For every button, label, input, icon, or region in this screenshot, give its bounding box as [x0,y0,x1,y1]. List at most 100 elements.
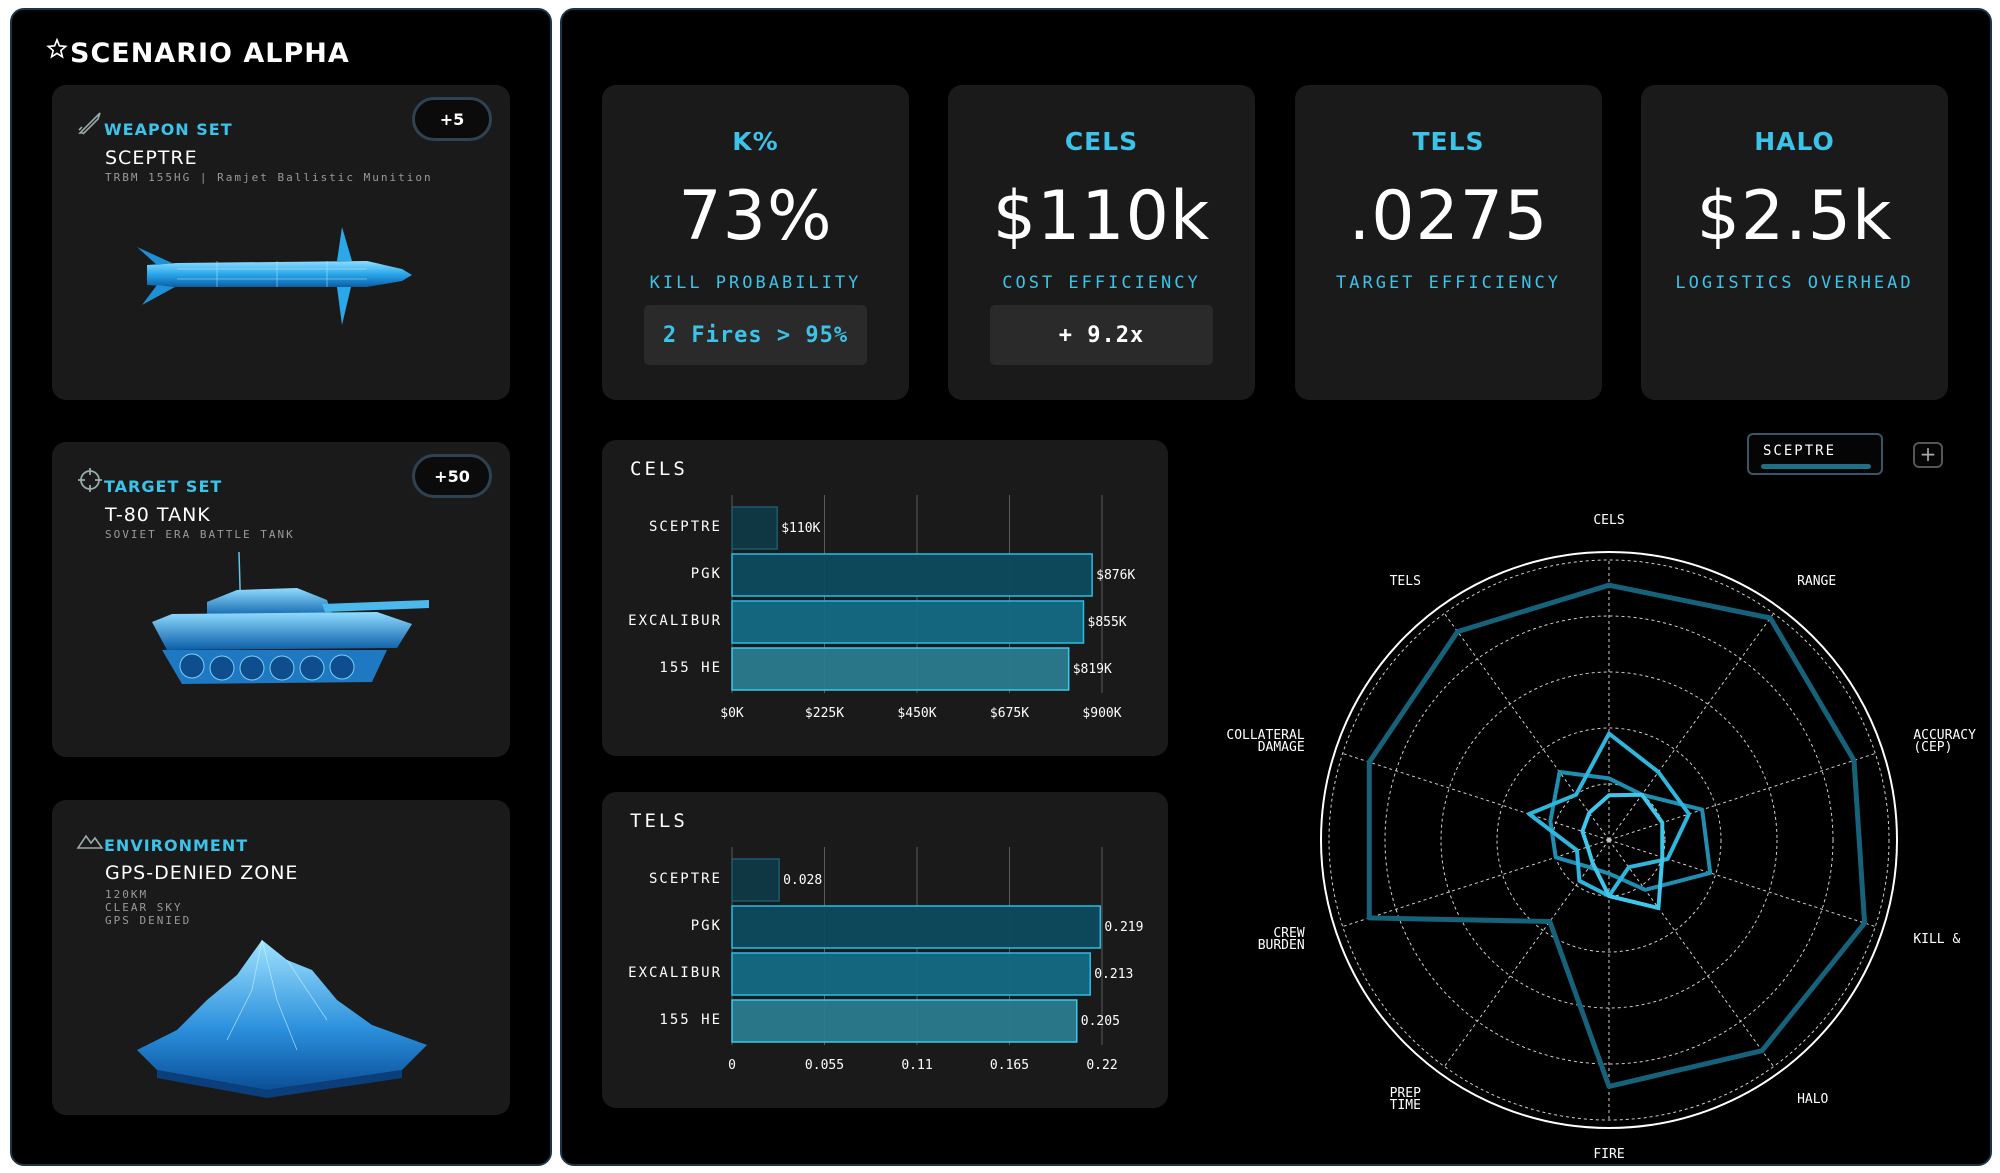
bar [731,999,1078,1043]
stat-label: LOGISTICS OVERHEAD [1675,273,1914,293]
radar-spoke [1444,613,1610,841]
radar-axis-label: RANGE [1797,574,1836,589]
stat-label: TARGET EFFICIENCY [1336,273,1561,293]
stat-heading: TELS [1412,127,1485,156]
stat-heading: K% [732,127,779,156]
category-label: PGK [691,566,722,582]
mountain-icon [76,834,104,849]
weapon-count-badge[interactable]: +5 [412,97,492,141]
stat-chip: 2 Fires > 95% [644,305,867,365]
star-icon[interactable] [46,38,68,60]
radar-axis-label: ACCURACY (CEP) [1913,728,1976,755]
category-label: SCEPTRE [649,519,722,535]
environment-card[interactable]: ENVIRONMENT GPS-DENIED ZONE 120KM CLEAR … [52,800,510,1115]
target-set-card[interactable]: TARGET SET T-80 TANK SOVIET ERA BATTLE T… [52,442,510,757]
radar-series [1548,770,1713,892]
stat-value: $110k [992,177,1211,256]
value-label: $110K [781,521,820,536]
radar-spoke [1608,613,1774,841]
analysis-panel: K% 73% KILL PROBABILITY 2 Fires > 95% CE… [560,8,1992,1166]
stat-card-logistics-overhead: HALO $2.5k LOGISTICS OVERHEAD [1641,85,1948,400]
bar [731,952,1091,996]
bar [731,553,1093,597]
radar-series [1580,792,1665,910]
bar [731,858,780,902]
value-label: 0.219 [1104,920,1143,935]
radar-axis-label: KILL & [1913,932,1960,947]
value-label: 0.028 [783,873,822,888]
add-comparison-button[interactable]: + [1913,442,1943,468]
bar [731,905,1102,949]
stat-value: 73% [678,177,833,256]
radar-axis-label: CREW BURDEN [1258,926,1305,953]
radar-ring [1384,615,1834,1065]
cels-bar-chart: $0K $225K $450K $675K $900K SCEPTRE $110K PGK $8… [628,495,1135,721]
bar [731,506,778,550]
weapon-selector[interactable]: SCEPTRE [1747,433,1883,475]
radar-axis-label: CELS [1593,513,1624,528]
radar-outer-ring [1320,551,1898,1129]
tick-label: $0K [720,706,744,721]
missile-icon [78,112,101,135]
weapon-selector-value: SCEPTRE [1763,443,1837,459]
environment-name: GPS-DENIED ZONE [105,862,299,884]
stat-value: .0275 [1348,177,1549,256]
scenario-title: SCENARIO ALPHA [70,38,350,69]
tick-label: $900K [1082,706,1121,721]
radar-spoke [1444,839,1610,1067]
terrain-illustration [137,939,427,1098]
chart-title: TELS [630,810,688,832]
weapon-set-label: WEAPON SET [104,120,233,139]
tels-bar-chart: 0 0.055 0.11 0.165 0.22 SCEPTRE 0.028 PGK 0.219 E… [628,847,1143,1073]
radar-ring [1496,727,1722,953]
bar [731,600,1085,644]
radar-axis-label: TELS [1390,574,1421,589]
category-label: EXCALIBUR [628,613,722,629]
cels-chart-card: CELS $0K $225K $450K $675K $900K SCEPTRE $110K… [602,440,1168,756]
category-label: 155 HE [659,1012,722,1028]
tick-label: $225K [805,706,844,721]
tick-label: 0 [728,1058,736,1073]
weapon-name: SCEPTRE [105,147,198,169]
radar-series [1366,582,1868,1089]
stat-card-cost-efficiency: CELS $110k COST EFFICIENCY + 9.2x [948,85,1255,400]
environment-range: 120KM [105,888,149,901]
category-label: EXCALIBUR [628,965,722,981]
target-count-badge[interactable]: +50 [412,454,492,498]
tick-label: 0.22 [1086,1058,1117,1073]
value-label: 0.213 [1094,967,1133,982]
stat-card-target-efficiency: TELS .0275 TARGET EFFICIENCY [1295,85,1602,400]
tick-label: 0.165 [990,1058,1029,1073]
value-label: 0.205 [1081,1014,1120,1029]
radar-ring [1328,559,1890,1121]
stat-card-kill-probability: K% 73% KILL PROBABILITY 2 Fires > 95% [602,85,909,400]
tels-chart-card: TELS 0 0.055 0.11 0.165 0.22 SCEPTRE 0.028 PGK 0… [602,792,1168,1108]
environment-label: ENVIRONMENT [104,836,249,855]
stat-chip: + 9.2x [990,305,1213,365]
missile-illustration [137,227,412,325]
chart-title: CELS [630,458,688,480]
radar-axis-label: FIRETIME [1593,1147,1624,1160]
weapon-selector-indicator [1761,464,1871,469]
tick-label: 0.055 [805,1058,844,1073]
weapon-subtitle: TRBM 155HG | Ramjet Ballistic Munition [105,171,433,184]
target-subtitle: SOVIET ERA BATTLE TANK [105,528,295,541]
value-label: $876K [1096,568,1135,583]
radar-spoke [1608,839,1876,928]
stat-label: COST EFFICIENCY [1002,273,1201,293]
stat-heading: CELS [1064,127,1139,156]
stat-heading: HALO [1754,127,1835,156]
environment-gps: GPS DENIED [105,914,192,927]
radar-chart: CELS RANGE ACCURACY(CEP) KILL & HALO FIRETIME… [1226,513,1976,1160]
scenario-panel: SCENARIO ALPHA WEAPON SET SCEPTRE TRBM 1… [10,8,552,1166]
radar-spoke [1342,839,1610,928]
bar [731,647,1070,691]
category-label: PGK [691,918,722,934]
environment-weather: CLEAR SKY [105,901,183,914]
tick-label: 0.11 [901,1058,932,1073]
target-set-label: TARGET SET [104,477,223,496]
radar-ring [1440,671,1778,1009]
value-label: $855K [1088,615,1127,630]
weapon-set-card[interactable]: WEAPON SET SCEPTRE TRBM 155HG | Ramjet B… [52,85,510,400]
radar-spoke [1608,839,1774,1067]
